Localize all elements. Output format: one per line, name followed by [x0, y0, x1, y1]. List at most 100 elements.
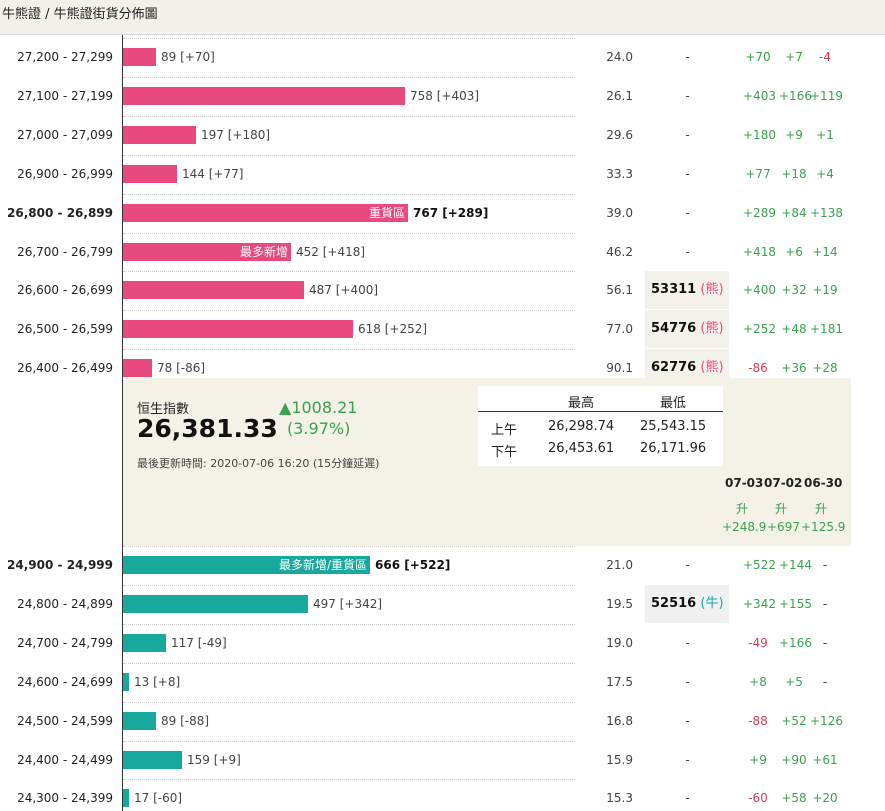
warrant-type-label: 熊: [705, 360, 719, 376]
daily-change: +19: [812, 283, 838, 298]
daily-change: -60: [748, 791, 768, 806]
table-row[interactable]: 24,800 - 24,899 497 [+342] 19.5 52516 (牛) +3…: [0, 584, 885, 623]
warrant-code-value[interactable]: 52516: [651, 595, 697, 611]
price-range: 26,600 - 26,699: [17, 283, 113, 298]
warrant-code-value[interactable]: 54776: [651, 321, 697, 337]
bear-bar[interactable]: [123, 86, 405, 105]
index-distance: 29.6: [606, 127, 633, 142]
bear-bar[interactable]: [123, 281, 304, 300]
price-range: 26,800 - 26,899: [7, 205, 113, 220]
table-row[interactable]: 27,000 - 27,099 197 [+180] 29.6 - +180 +9 +1: [0, 115, 885, 154]
index-distance: 90.1: [606, 361, 633, 376]
row-divider: [123, 271, 575, 273]
daily-change: -: [822, 558, 828, 572]
outstanding-qty: 666 [+522]: [375, 558, 451, 572]
table-row[interactable]: 24,900 - 24,999 最多新增/重貨區 666 [+522] 21.0 - +5…: [0, 546, 885, 584]
chart-axis: [122, 35, 123, 811]
warrant-code[interactable]: 53311 (熊): [645, 271, 729, 310]
paren-open: (: [696, 595, 706, 611]
daily-change: +9: [749, 752, 767, 767]
table-row[interactable]: 27,100 - 27,199 758 [+403] 26.1 - +403 +166 +1…: [0, 76, 885, 115]
warrant-type-label: 熊: [705, 282, 719, 298]
price-range: 24,500 - 24,599: [17, 713, 113, 728]
daily-change: -: [822, 674, 828, 689]
hsi-panel: 恒生指數 26,381.33 ▲1008.21 (3.97%) 最後更新時間: …: [123, 378, 851, 546]
up-arrow-icon: ▲: [279, 398, 292, 417]
hsi-change: ▲1008.21: [279, 398, 357, 417]
trend-date: 07-02: [764, 476, 803, 490]
daily-change: +32: [781, 283, 807, 298]
daily-change: -: [822, 635, 828, 650]
bear-bar[interactable]: [123, 242, 291, 261]
table-row[interactable]: 24,600 - 24,699 13 [+8] 17.5 - +8 +5 -: [0, 662, 885, 701]
bear-bar[interactable]: [123, 203, 408, 222]
table-row[interactable]: 26,800 - 26,899 重貨區 767 [+289] 39.0 - +289 +84…: [0, 193, 885, 232]
table-row[interactable]: 26,900 - 26,999 144 [+77] 33.3 - +77 +18 +4: [0, 154, 885, 193]
breadcrumb[interactable]: 牛熊證 / 牛熊證街貨分佈圖: [0, 0, 885, 35]
bear-bar[interactable]: [123, 359, 152, 378]
bull-bar[interactable]: [123, 633, 166, 652]
table-row[interactable]: 24,300 - 24,399 17 [-60] 15.3 - -60 +58 +20: [0, 779, 885, 811]
daily-change: +5: [785, 674, 803, 689]
bull-bar[interactable]: [123, 672, 129, 691]
daily-change: +144: [779, 558, 812, 572]
warrant-code-empty: -: [685, 791, 690, 806]
daily-change: +18: [781, 166, 807, 181]
bear-bar[interactable]: [123, 48, 156, 66]
table-row[interactable]: 24,400 - 24,499 159 [+9] 15.9 - +9 +90 +61: [0, 740, 885, 779]
warrant-code-empty: -: [685, 558, 690, 572]
row-divider: [123, 310, 575, 312]
row-divider: [123, 662, 575, 664]
table-row[interactable]: 26,700 - 26,799 最多新增 452 [+418] 46.2 - +418 +6…: [0, 232, 885, 271]
hsi-change-value: 1008.21: [291, 398, 358, 417]
daily-change: +70: [745, 50, 771, 64]
table-row[interactable]: 26,500 - 26,599 618 [+252] 77.0 54776 (熊) +2…: [0, 310, 885, 349]
outstanding-qty: 452 [+418]: [296, 244, 366, 259]
warrant-code-value[interactable]: 53311: [651, 282, 697, 298]
warrant-code-empty: -: [685, 205, 690, 220]
warrant-code[interactable]: 52516 (牛): [645, 584, 729, 623]
bear-bar[interactable]: [123, 125, 196, 144]
warrant-code[interactable]: 54776 (熊): [645, 310, 729, 349]
bull-bar[interactable]: [123, 750, 182, 769]
outstanding-qty: 618 [+252]: [358, 322, 428, 337]
trend-direction: 升: [775, 502, 788, 516]
daily-change: +7: [785, 50, 803, 64]
high-header: 最高: [568, 396, 595, 411]
index-distance: 33.3: [606, 166, 633, 181]
index-distance: 24.0: [606, 50, 633, 64]
daily-change: +400: [743, 283, 776, 298]
index-distance: 26.1: [606, 88, 633, 103]
bull-bar[interactable]: [123, 556, 370, 574]
bull-bar[interactable]: [123, 711, 156, 730]
row-divider: [123, 546, 575, 547]
warrant-code-value[interactable]: 62776: [651, 360, 697, 376]
row-divider: [123, 779, 575, 781]
table-row[interactable]: 24,500 - 24,599 89 [-88] 16.8 - -88 +52 +126: [0, 701, 885, 740]
index-distance: 77.0: [606, 322, 633, 337]
trend-direction: 升: [815, 502, 828, 516]
table-row[interactable]: 27,200 - 27,299 89 [+70] 24.0 - +70 +7 -4: [0, 38, 885, 76]
hl-label-pm: 下午: [491, 445, 518, 460]
daily-change: +77: [745, 166, 771, 181]
row-divider: [123, 115, 575, 117]
trend-value: +248.9: [722, 520, 767, 534]
paren-open: (: [696, 321, 706, 337]
price-range: 26,500 - 26,599: [17, 322, 113, 337]
bear-bar[interactable]: [123, 320, 353, 339]
price-range: 26,700 - 26,799: [17, 244, 113, 259]
daily-change: +166: [779, 635, 812, 650]
table-row[interactable]: 26,600 - 26,699 487 [+400] 56.1 53311 (熊) +4…: [0, 271, 885, 310]
bear-bar[interactable]: [123, 164, 177, 183]
daily-change: +126: [810, 713, 843, 728]
bull-bar[interactable]: [123, 789, 129, 808]
bull-bar[interactable]: [123, 594, 308, 613]
price-range: 24,600 - 24,699: [17, 674, 113, 689]
warrant-code-empty: -: [685, 244, 690, 259]
outstanding-qty: 767 [+289]: [413, 205, 489, 220]
warrant-type: (熊): [696, 360, 723, 375]
paren-close: ): [718, 360, 724, 376]
hl-label-am: 上午: [491, 423, 518, 438]
warrant-code-empty: -: [685, 713, 690, 728]
table-row[interactable]: 24,700 - 24,799 117 [-49] 19.0- -49 +166-: [0, 623, 885, 662]
